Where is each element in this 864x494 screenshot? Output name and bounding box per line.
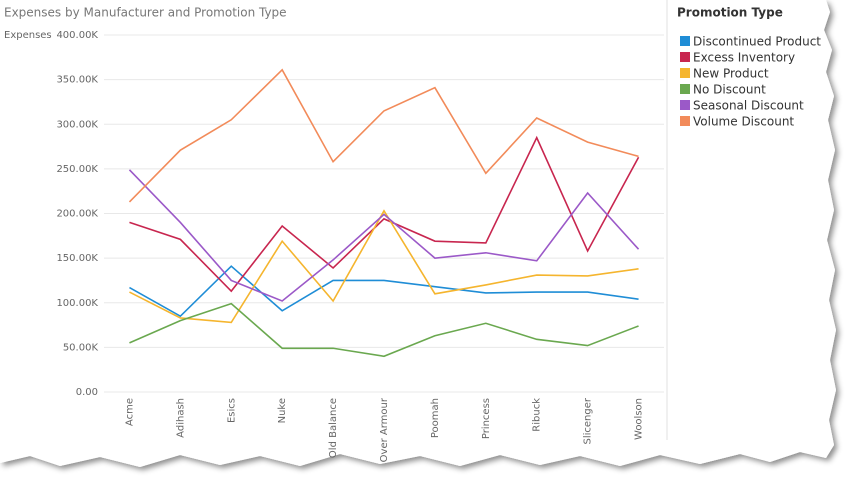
y-tick-label: 250.00K bbox=[56, 164, 98, 175]
legend-swatch bbox=[680, 100, 690, 110]
x-tick-label: Poomah bbox=[430, 398, 441, 438]
series-line bbox=[129, 135, 640, 293]
y-tick-label: 150.00K bbox=[56, 253, 98, 264]
legend-swatch bbox=[680, 68, 690, 78]
series-line bbox=[128, 68, 639, 203]
legend-swatch bbox=[680, 84, 690, 94]
series-line bbox=[129, 265, 639, 318]
series-line bbox=[128, 169, 640, 302]
legend-label: Seasonal Discount bbox=[693, 99, 804, 113]
x-tick-label: Acme bbox=[124, 398, 135, 426]
legend-label: New Product bbox=[693, 67, 769, 81]
chart-title: Expenses by Manufacturer and Promotion T… bbox=[4, 6, 287, 20]
y-tick-label: 50.00K bbox=[63, 342, 99, 353]
legend-swatch bbox=[680, 116, 690, 126]
x-tick-label: Slicenger bbox=[583, 397, 594, 444]
x-tick-label: Ribuck bbox=[532, 398, 543, 432]
x-tick-label: Adihash bbox=[175, 398, 186, 438]
legend-swatch bbox=[680, 36, 690, 46]
legend-swatch bbox=[680, 52, 690, 62]
y-tick-label: 400.00K bbox=[56, 30, 98, 41]
x-tick-label: Princess bbox=[481, 398, 492, 439]
x-tick-label: Old Balance bbox=[328, 398, 339, 458]
legend-label: Volume Discount bbox=[693, 115, 794, 129]
x-tick-label: Over Armour bbox=[379, 397, 390, 462]
series-line bbox=[129, 302, 639, 358]
legend-title: Promotion Type bbox=[677, 6, 783, 20]
legend-label: Excess Inventory bbox=[693, 51, 795, 65]
series-line bbox=[129, 209, 639, 324]
legend-label: Discontinued Product bbox=[693, 35, 821, 49]
y-tick-label: 0.00 bbox=[76, 387, 98, 398]
y-tick-label: 300.00K bbox=[56, 119, 98, 130]
x-tick-label: Nuke bbox=[277, 398, 288, 423]
y-axis-title: Expenses bbox=[4, 30, 52, 41]
legend-label: No Discount bbox=[693, 83, 766, 97]
x-tick-label: Esics bbox=[226, 398, 237, 423]
y-tick-label: 350.00K bbox=[56, 75, 98, 86]
y-tick-label: 200.00K bbox=[56, 209, 98, 220]
x-tick-label: Woolson bbox=[634, 398, 645, 440]
y-tick-label: 100.00K bbox=[56, 298, 98, 309]
